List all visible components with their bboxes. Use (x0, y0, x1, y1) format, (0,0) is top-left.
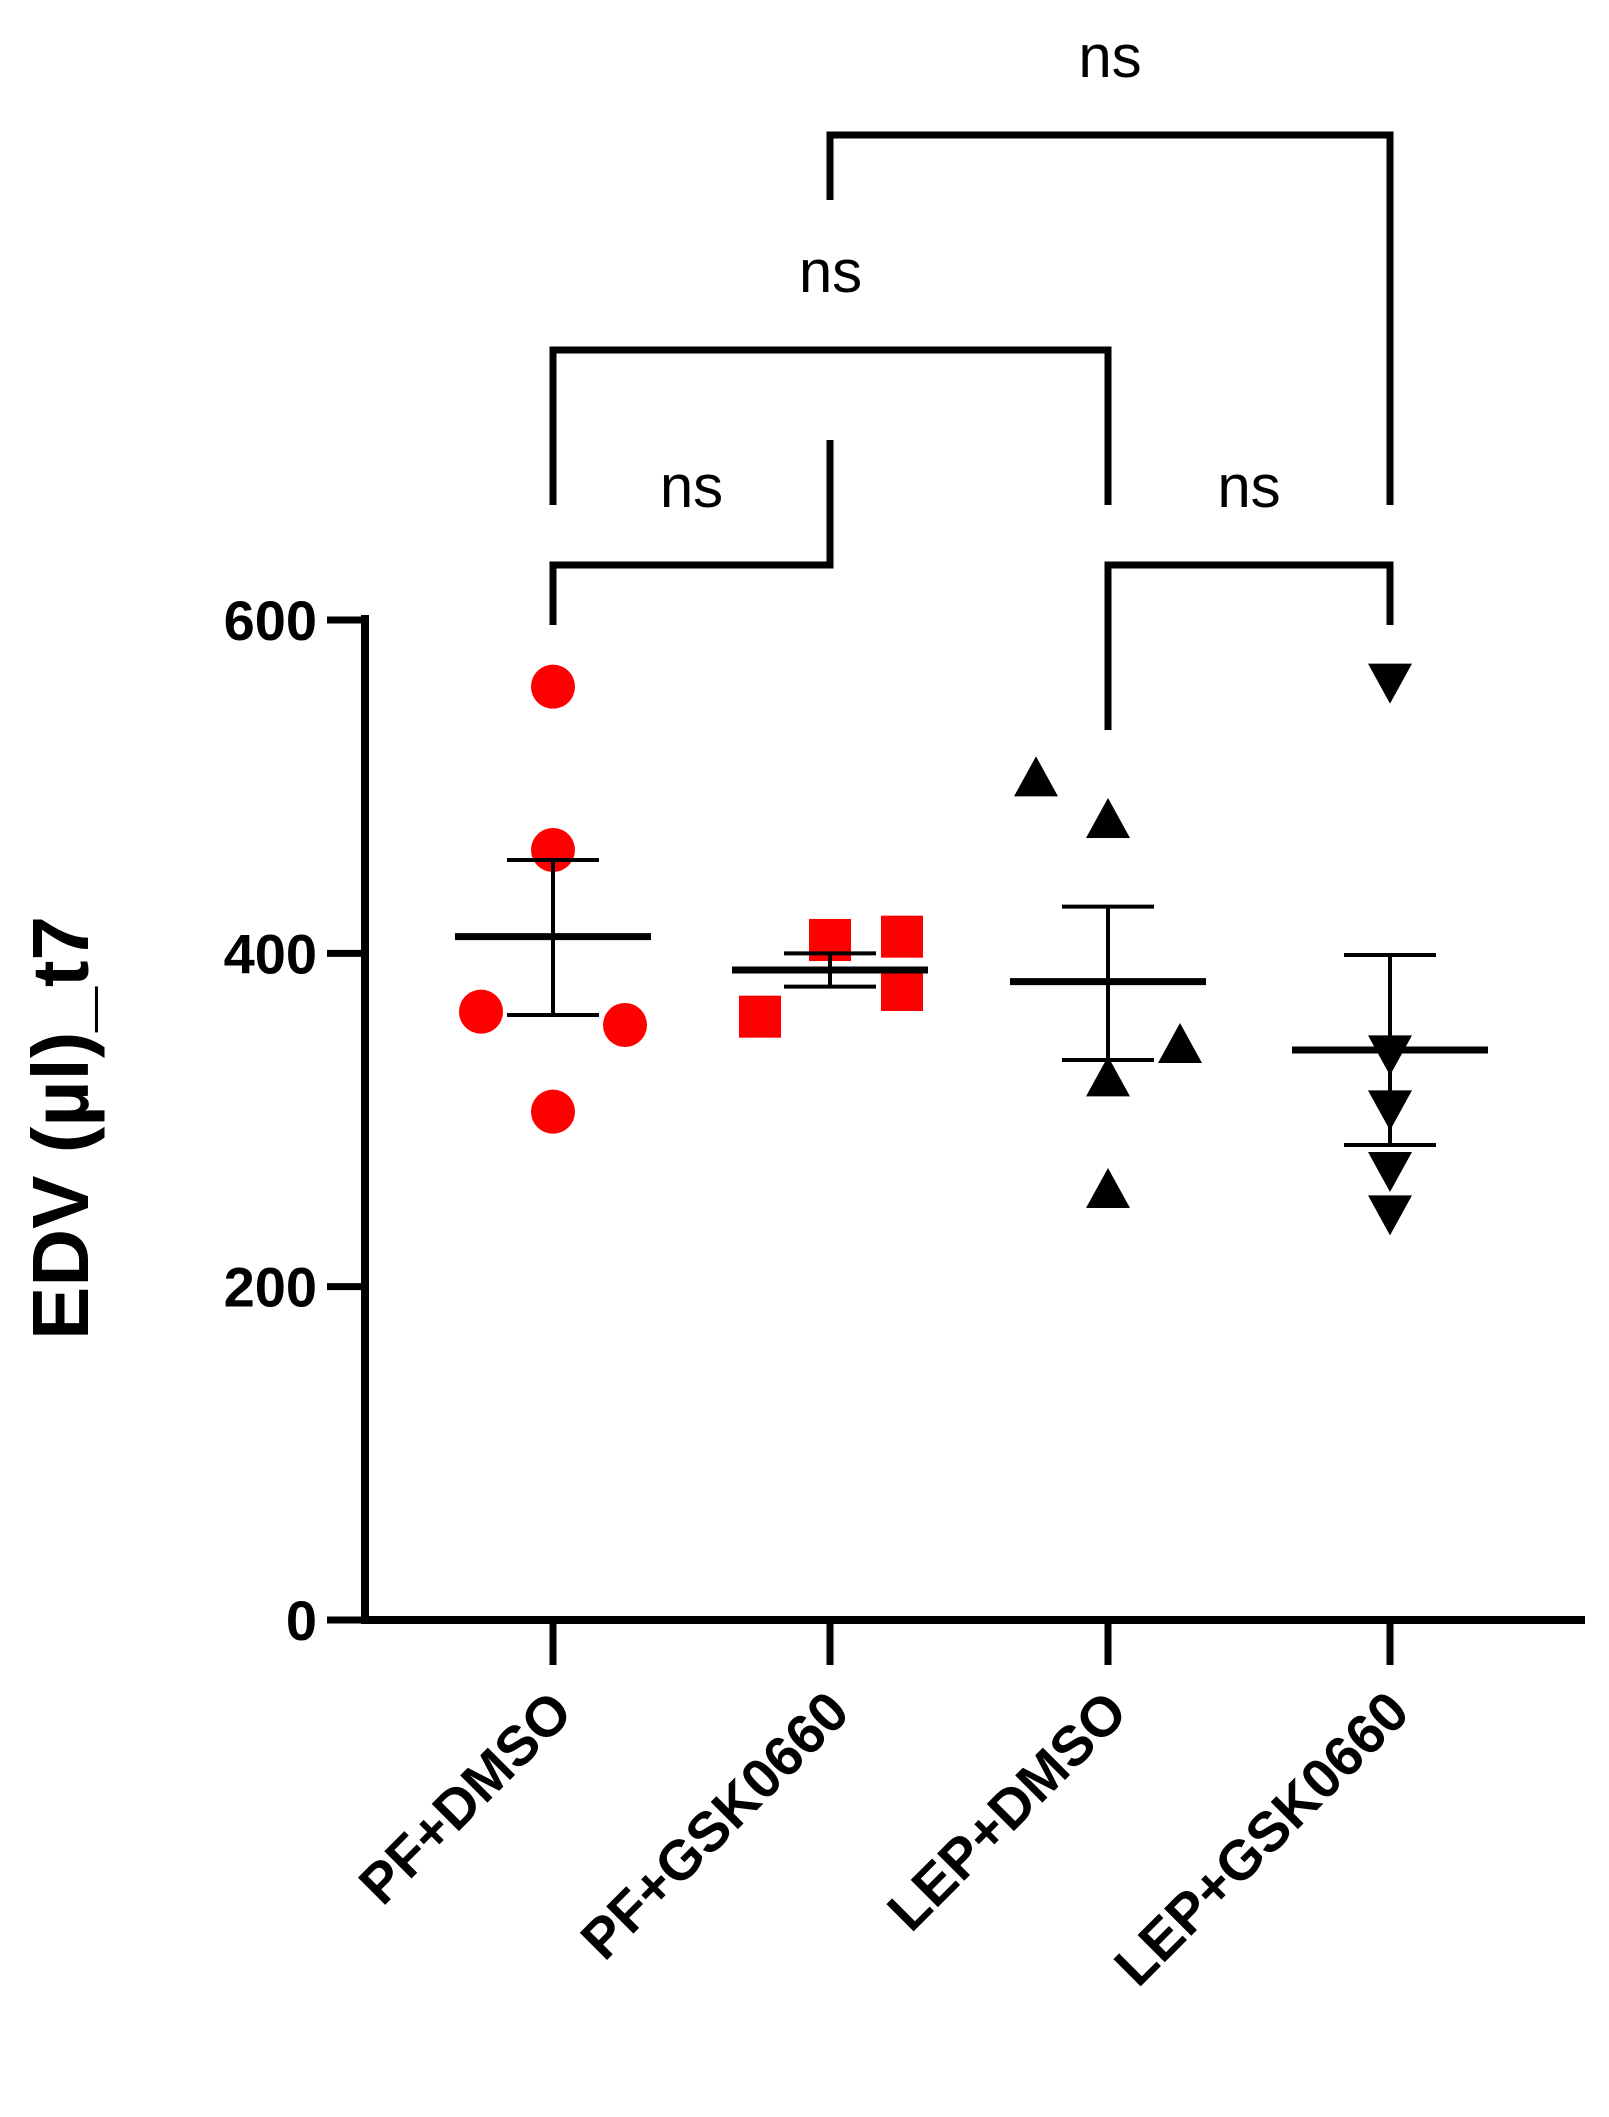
x-tick-label: LEP+DMSO (875, 1679, 1138, 1942)
data-point (1368, 1195, 1412, 1236)
y-tick-label: 400 (224, 922, 317, 985)
data-point (881, 969, 923, 1011)
data-point (1368, 1152, 1412, 1192)
data-point (1086, 1056, 1130, 1097)
significance-label: ns (1217, 453, 1280, 520)
data-point (1086, 1168, 1130, 1208)
group-LEP+DMSO (1010, 756, 1206, 1208)
data-point (881, 915, 923, 958)
x-tick-label: PF+DMSO (346, 1679, 583, 1916)
data-point (459, 989, 503, 1034)
data-point (603, 1003, 647, 1047)
group-PF+DMSO (455, 664, 651, 1134)
x-tick-label: LEP+GSK0660 (1102, 1679, 1421, 1998)
group-PF+GSK0660 (732, 915, 928, 1038)
significance-bracket (549, 440, 834, 625)
group-LEP+GSK0660 (1292, 663, 1488, 1236)
data-point (531, 1089, 575, 1134)
data-point (1086, 798, 1130, 838)
significance-bracket (549, 346, 1112, 505)
y-tick-label: 200 (224, 1256, 317, 1319)
y-tick-label: 0 (286, 1589, 317, 1652)
data-point (1014, 756, 1058, 797)
significance-brackets: ns ns ns ns (549, 23, 1394, 730)
y-tick-label: 600 (224, 589, 317, 652)
significance-label: ns (1078, 23, 1141, 90)
significance-label: ns (799, 238, 862, 305)
data-groups (455, 663, 1488, 1236)
significance-bracket (1104, 561, 1394, 730)
significance-label: ns (660, 453, 723, 520)
data-point (1158, 1023, 1202, 1063)
data-point (739, 995, 781, 1038)
significance-bracket (826, 131, 1394, 505)
x-tick-label: PF+GSK0660 (568, 1679, 860, 1971)
y-axis-title: EDV (µl)_t7 (16, 916, 105, 1340)
data-point (1368, 663, 1412, 704)
data-point (531, 664, 575, 709)
